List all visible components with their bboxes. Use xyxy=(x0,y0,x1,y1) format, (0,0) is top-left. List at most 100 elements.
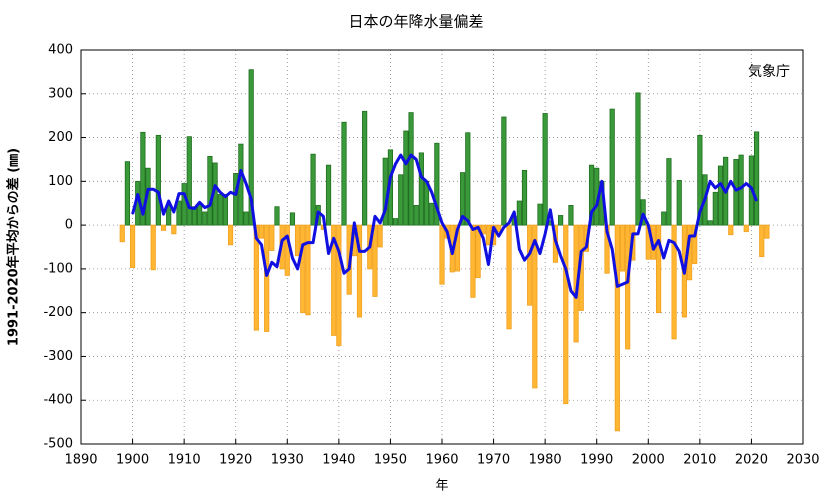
bar xyxy=(521,169,528,226)
bar xyxy=(264,224,270,332)
bar xyxy=(403,130,409,226)
y-tick-label: 300 xyxy=(48,86,73,101)
bar xyxy=(743,224,749,233)
y-tick-label: -100 xyxy=(43,261,73,276)
bar xyxy=(248,69,254,226)
bar xyxy=(527,224,533,306)
bar xyxy=(202,211,208,226)
bar xyxy=(186,136,192,226)
bar xyxy=(413,205,419,226)
bar xyxy=(733,159,739,226)
x-tick-label: 1940 xyxy=(322,453,355,468)
bar xyxy=(408,112,414,226)
x-tick-label: 2020 xyxy=(735,453,768,468)
bar xyxy=(377,224,383,248)
bar xyxy=(480,224,486,235)
bar xyxy=(532,224,538,389)
x-tick-label: 1900 xyxy=(116,453,149,468)
y-tick-label: -300 xyxy=(43,349,73,364)
bar xyxy=(429,202,435,226)
bar xyxy=(140,131,146,226)
bar xyxy=(155,134,161,226)
bar xyxy=(563,224,569,405)
bar xyxy=(129,224,136,268)
bar xyxy=(717,165,724,226)
bar xyxy=(310,153,316,226)
bar xyxy=(470,224,476,298)
bar xyxy=(336,224,342,346)
bar xyxy=(325,164,332,226)
bar xyxy=(233,173,239,226)
bar xyxy=(274,206,280,226)
bar xyxy=(362,110,368,226)
bar xyxy=(418,152,424,226)
bar xyxy=(227,224,234,246)
bar xyxy=(475,224,481,279)
bar xyxy=(372,224,378,297)
bar xyxy=(501,116,507,226)
bar xyxy=(305,224,311,316)
bar xyxy=(697,134,703,226)
bar xyxy=(465,132,471,226)
x-tick-label: 2030 xyxy=(786,453,819,468)
bar xyxy=(171,224,177,235)
bar xyxy=(331,224,337,336)
bar xyxy=(753,131,760,226)
bar xyxy=(728,224,734,236)
bar xyxy=(764,224,770,239)
bar xyxy=(176,200,182,226)
bar xyxy=(434,142,440,226)
bar xyxy=(496,224,502,233)
x-tick-label: 2010 xyxy=(683,453,716,468)
bar xyxy=(300,224,306,314)
bar xyxy=(217,194,223,226)
bar xyxy=(253,224,259,331)
bar xyxy=(707,220,713,226)
bar xyxy=(656,224,662,314)
bar xyxy=(661,211,667,226)
bar xyxy=(119,224,125,243)
bar xyxy=(609,108,615,226)
plot-frame xyxy=(80,49,804,445)
x-tick-label: 1970 xyxy=(477,453,510,468)
bar xyxy=(614,224,620,432)
y-tick-label: -500 xyxy=(43,437,73,452)
y-tick-label: -200 xyxy=(43,305,73,320)
bar xyxy=(625,224,631,350)
y-tick-label: 200 xyxy=(48,130,73,145)
bar xyxy=(619,224,626,272)
x-tick-label: 1950 xyxy=(374,453,407,468)
bar xyxy=(635,92,641,226)
x-tick-label: 1930 xyxy=(271,453,304,468)
bar xyxy=(759,224,765,258)
bar xyxy=(197,202,203,226)
bar xyxy=(516,200,522,226)
x-tick-label: 1960 xyxy=(425,453,458,468)
bar xyxy=(181,183,187,226)
bar xyxy=(258,224,265,239)
bar xyxy=(568,205,574,226)
x-tick-label: 2000 xyxy=(632,453,665,468)
bar xyxy=(692,224,698,265)
bar xyxy=(160,224,167,231)
bar xyxy=(243,211,249,226)
y-tick-label: 0 xyxy=(65,218,73,233)
bar xyxy=(398,174,404,226)
y-tick-label: 100 xyxy=(48,174,73,189)
bar xyxy=(150,224,156,271)
running-mean-line xyxy=(131,153,758,299)
y-tick-label: 400 xyxy=(48,43,73,58)
bar xyxy=(392,218,399,226)
bar xyxy=(640,199,646,226)
x-tick-label: 1990 xyxy=(580,453,613,468)
bar xyxy=(289,212,296,226)
bar xyxy=(207,155,213,226)
bar xyxy=(269,224,275,251)
bar xyxy=(439,224,445,285)
bar xyxy=(588,164,595,226)
y-tick-label: -400 xyxy=(43,393,73,408)
bar xyxy=(341,121,347,226)
x-tick-label: 1890 xyxy=(64,453,97,468)
bar xyxy=(284,224,290,276)
